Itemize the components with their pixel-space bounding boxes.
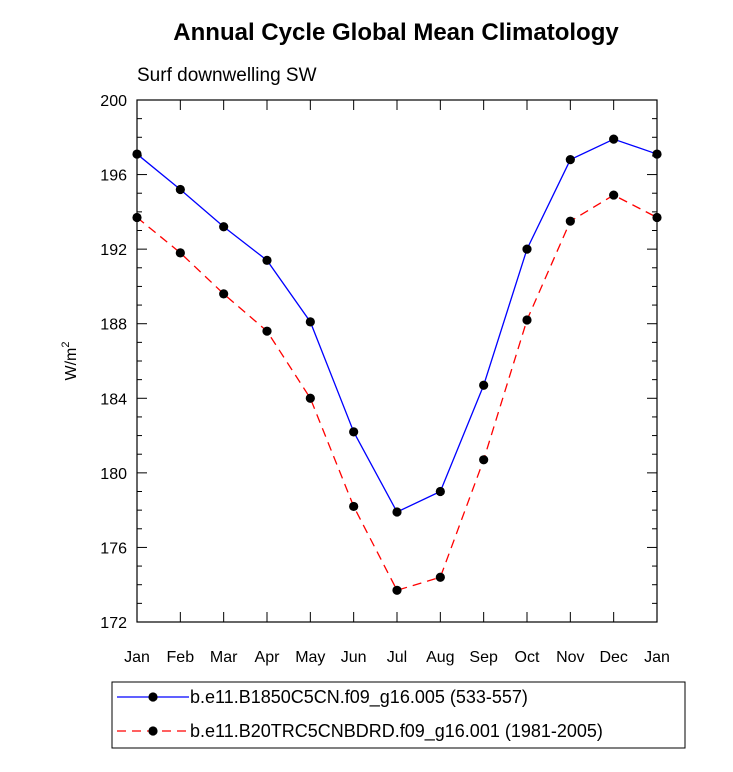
data-point bbox=[522, 244, 532, 254]
y-tick-label: 180 bbox=[100, 466, 127, 483]
y-tick-label: 184 bbox=[100, 391, 127, 408]
series-line bbox=[136, 194, 658, 592]
chart-title: Annual Cycle Global Mean Climatology bbox=[173, 19, 619, 46]
legend-marker bbox=[148, 726, 158, 736]
data-point bbox=[262, 326, 272, 336]
y-tick-label: 196 bbox=[100, 168, 127, 185]
data-point bbox=[305, 393, 315, 403]
x-tick-label: Jan bbox=[644, 649, 670, 666]
legend-label: b.e11.B1850C5CN.f09_g16.005 (533-557) bbox=[190, 687, 528, 708]
axis-ticks: 172 176 180 184 188 192 196 200 Jan Feb Mar Apr May J… bbox=[100, 93, 670, 666]
data-point bbox=[479, 380, 489, 390]
series-2 bbox=[132, 190, 662, 595]
y-tick-label: 172 bbox=[100, 615, 127, 632]
data-point bbox=[522, 315, 532, 325]
data-point bbox=[652, 149, 662, 159]
legend-box bbox=[111, 681, 686, 749]
data-point bbox=[349, 501, 359, 512]
data-point bbox=[392, 507, 402, 517]
x-tick-label: Apr bbox=[255, 649, 281, 666]
legend: b.e11.B1850C5CN.f09_g16.005 (533-557) b.e… bbox=[117, 687, 603, 742]
plot-frame bbox=[136, 99, 658, 623]
series-1 bbox=[132, 134, 662, 517]
series-line bbox=[136, 138, 658, 513]
x-tick-label: Sep bbox=[469, 649, 498, 666]
x-tick-label: Oct bbox=[515, 649, 540, 666]
x-tick-label: Jul bbox=[387, 649, 407, 666]
data-point bbox=[479, 455, 489, 465]
y-axis-label-superscript: 2 bbox=[60, 342, 72, 348]
data-point bbox=[435, 486, 445, 497]
data-point bbox=[132, 212, 142, 223]
y-axis-label: W/m2 bbox=[60, 342, 80, 381]
y-tick-label: 200 bbox=[100, 93, 127, 110]
data-point bbox=[219, 222, 229, 232]
y-tick-label: 192 bbox=[100, 242, 127, 259]
data-point bbox=[435, 572, 445, 582]
x-tick-label: Nov bbox=[556, 649, 584, 666]
x-tick-label: Feb bbox=[167, 649, 195, 666]
x-tick-label: Jun bbox=[341, 649, 367, 666]
data-point bbox=[609, 190, 619, 200]
chart-subtitle: Surf downwelling SW bbox=[137, 65, 317, 86]
x-tick-label: Dec bbox=[599, 649, 627, 666]
data-point bbox=[219, 289, 229, 299]
legend-marker bbox=[148, 692, 158, 702]
x-tick-label: Mar bbox=[210, 649, 238, 666]
data-point bbox=[262, 255, 272, 265]
data-point bbox=[609, 134, 619, 144]
y-axis-label-text: W/m bbox=[63, 348, 80, 381]
series-layer bbox=[132, 134, 662, 595]
y-tick-label: 188 bbox=[100, 317, 127, 334]
data-point bbox=[175, 248, 185, 258]
x-tick-label: Aug bbox=[426, 649, 454, 666]
x-tick-label: May bbox=[295, 649, 325, 666]
data-point bbox=[565, 155, 575, 165]
data-point bbox=[305, 317, 315, 327]
x-tick-label: Jan bbox=[124, 649, 150, 666]
y-tick-label: 176 bbox=[100, 540, 127, 557]
data-point bbox=[565, 216, 575, 226]
data-point bbox=[349, 427, 359, 437]
data-point bbox=[175, 184, 185, 195]
data-point bbox=[392, 585, 402, 595]
data-point bbox=[132, 149, 142, 159]
data-point bbox=[652, 212, 662, 223]
legend-label: b.e11.B20TRC5CNBDRD.f09_g16.001 (1981-20… bbox=[190, 721, 603, 742]
